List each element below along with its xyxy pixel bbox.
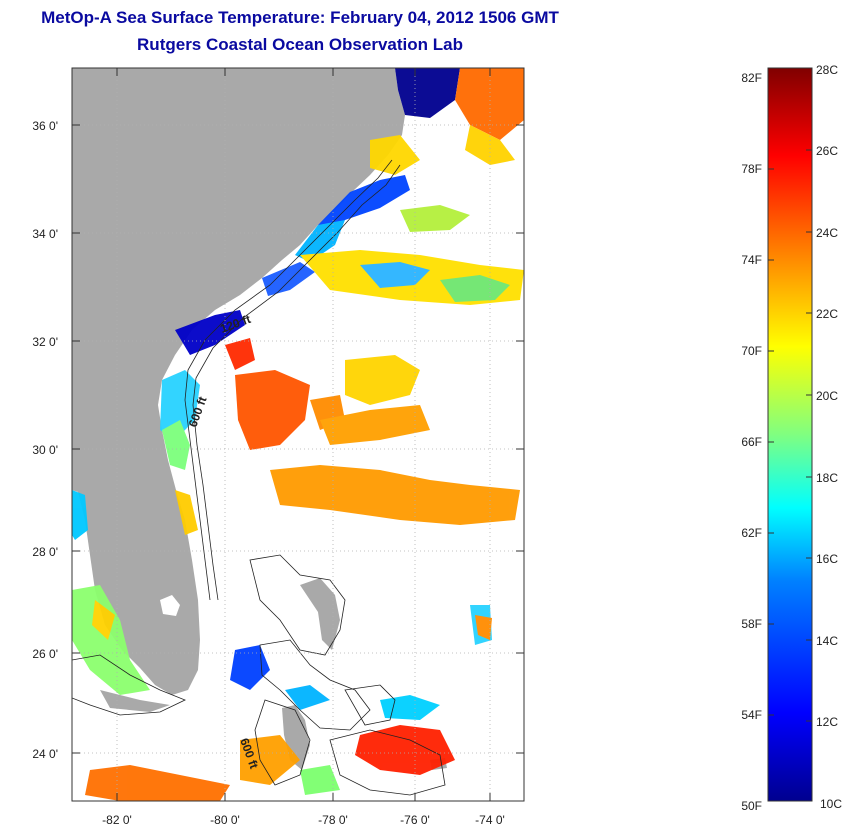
- map-ticks: [72, 68, 524, 801]
- colorbar-label-f: 58F: [741, 617, 762, 631]
- colorbar-gradient: [767, 67, 813, 802]
- lon-label: -82 0': [102, 813, 132, 827]
- lon-label: -78 0': [318, 813, 348, 827]
- lat-label: 28 0': [32, 545, 58, 559]
- map-panel: 120 ft 600 ft 600 ft -82 0' -80 0' -78 0…: [32, 67, 525, 827]
- map-frame: [71, 67, 525, 802]
- colorbar-label-f: 82F: [741, 71, 762, 85]
- land-lake-okeechobee: [160, 595, 180, 616]
- graticule: [72, 68, 524, 801]
- colorbar-label-f: 66F: [741, 435, 762, 449]
- lat-label: 36 0': [32, 119, 58, 133]
- map-subtitle: Rutgers Coastal Ocean Observation Lab: [137, 35, 463, 54]
- lat-axis-labels: 36 0' 34 0' 32 0' 30 0' 28 0' 26 0' 24 0…: [32, 119, 58, 761]
- colorbar-label-c: 22C: [816, 307, 838, 321]
- colorbar-label-c: 12C: [816, 715, 838, 729]
- sst-field: [72, 68, 524, 801]
- colorbar-label-c: 28C: [816, 63, 838, 77]
- colorbar-f-labels: 82F 78F 74F 70F 66F 62F 58F 54F 50F: [741, 71, 762, 813]
- colorbar-label-c: 10C: [820, 797, 842, 811]
- colorbar-c-labels: 28C 26C 24C 22C 20C 18C 16C 14C 12C 10C: [816, 63, 842, 811]
- lat-label: 30 0': [32, 443, 58, 457]
- colorbar-label-f: 62F: [741, 526, 762, 540]
- lat-label: 34 0': [32, 227, 58, 241]
- land-bahamas: [300, 578, 340, 650]
- colorbar-label-f: 50F: [741, 799, 762, 813]
- colorbar: 82F 78F 74F 70F 66F 62F 58F 54F 50F 28C …: [741, 63, 842, 813]
- land-florida-keys: [100, 690, 170, 712]
- lat-label: 26 0': [32, 647, 58, 661]
- lat-label: 24 0': [32, 747, 58, 761]
- colorbar-ticks: [768, 149, 812, 722]
- isobath-contours: [72, 159, 446, 796]
- lon-axis-labels: -82 0' -80 0' -78 0' -76 0' -74 0': [102, 813, 505, 827]
- land-southeast-us: [72, 68, 405, 695]
- colorbar-label-c: 14C: [816, 634, 838, 648]
- colorbar-label-c: 24C: [816, 226, 838, 240]
- map-title: MetOp-A Sea Surface Temperature: Februar…: [41, 8, 559, 27]
- colorbar-label-f: 74F: [741, 253, 762, 267]
- lat-label: 32 0': [32, 335, 58, 349]
- colorbar-label-f: 70F: [741, 344, 762, 358]
- colorbar-label-c: 20C: [816, 389, 838, 403]
- colorbar-label-c: 18C: [816, 471, 838, 485]
- colorbar-label-f: 54F: [741, 708, 762, 722]
- colorbar-label-c: 16C: [816, 552, 838, 566]
- lon-label: -74 0': [475, 813, 505, 827]
- lon-label: -76 0': [400, 813, 430, 827]
- colorbar-label-f: 78F: [741, 162, 762, 176]
- colorbar-label-c: 26C: [816, 144, 838, 158]
- lon-label: -80 0': [210, 813, 240, 827]
